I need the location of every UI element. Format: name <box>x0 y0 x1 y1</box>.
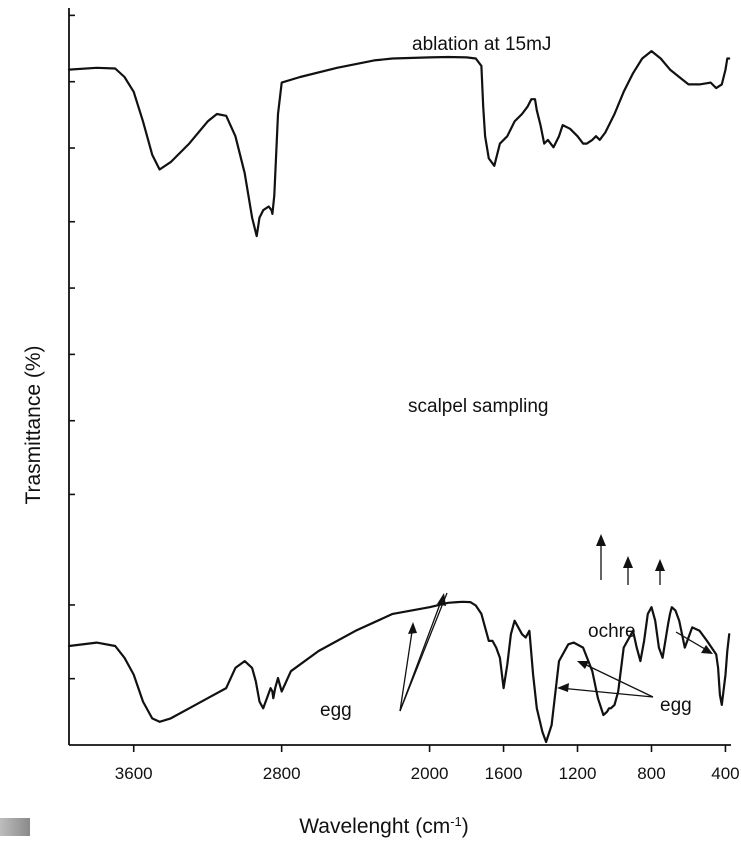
arrow-egg-4 <box>559 687 654 698</box>
arrow-head-ochre-2 <box>623 556 633 568</box>
annotation-arrows <box>399 534 713 712</box>
annotation-egg-right: egg <box>660 695 692 716</box>
series-label-scalpel: scalpel sampling <box>408 396 548 417</box>
arrow-egg-1 <box>399 624 414 712</box>
arrow-head-ochre-400 <box>701 645 713 654</box>
arrow-egg-5 <box>579 661 654 698</box>
y-axis-ticks <box>69 14 75 680</box>
x-tick-label: 800 <box>637 764 665 783</box>
series-label-ablation: ablation at 15mJ <box>412 34 551 55</box>
x-axis-title: Wavelenght (cm-1) <box>299 814 469 839</box>
arrow-head-egg-5 <box>577 661 589 669</box>
series-line-ablation <box>67 49 731 238</box>
arrow-head-ochre-3 <box>655 559 665 571</box>
x-tick-label: 3600 <box>115 764 153 783</box>
x-axis-ticks: 3600 2800 2000 1600 1200 800 400 <box>115 745 740 783</box>
annotation-ochre: ochre <box>588 621 636 642</box>
x-tick-label: 2000 <box>411 764 449 783</box>
arrow-head-egg-1 <box>408 622 417 634</box>
annotation-egg-left: egg <box>320 700 352 721</box>
arrow-head-egg-4 <box>557 683 569 692</box>
scan-corner-artifact <box>0 818 30 836</box>
x-tick-label: 1200 <box>559 764 597 783</box>
x-tick-label: 2800 <box>263 764 301 783</box>
y-axis-title: Trasmittance (%) <box>22 345 45 504</box>
arrow-egg-3 <box>399 592 448 712</box>
spectra <box>67 49 731 744</box>
arrow-head-ochre-1 <box>596 534 606 546</box>
x-tick-label: 1600 <box>485 764 523 783</box>
series-line-scalpel <box>67 600 731 744</box>
x-tick-label: 400 <box>711 764 739 783</box>
